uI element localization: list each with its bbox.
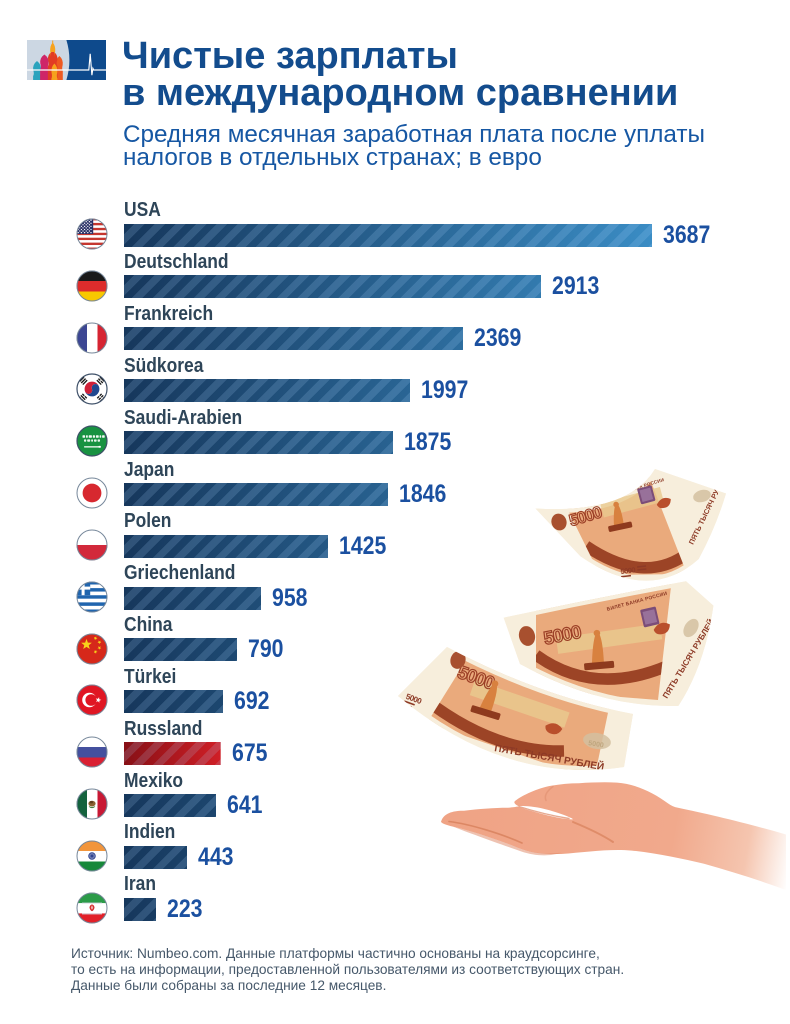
svg-text:5000: 5000: [620, 565, 636, 576]
svg-text:5000: 5000: [588, 740, 605, 749]
